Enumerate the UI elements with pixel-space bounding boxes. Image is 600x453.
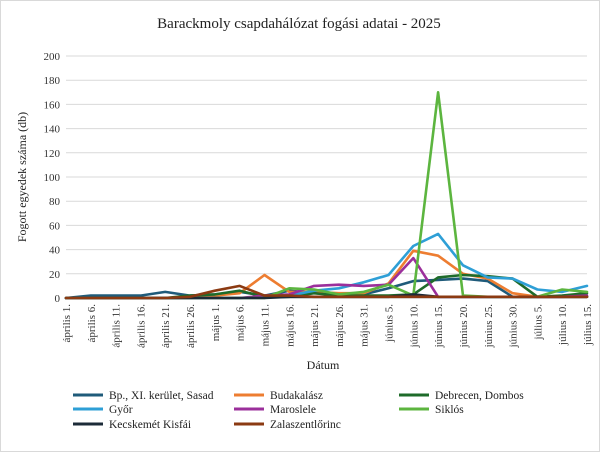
y-tick-label: 60 [49,220,61,232]
y-tick-label: 0 [55,293,61,305]
x-tick-label: április 16. [135,304,147,348]
x-tick-label: május 6. [235,304,247,342]
x-tick-label: április 11. [111,304,123,348]
y-tick-label: 120 [44,148,61,160]
x-tick-label: május 16. [284,304,296,347]
y-tick-label: 80 [49,196,61,208]
legend-label: Budakalász [270,390,323,402]
x-tick-label: július 10. [557,304,569,346]
x-tick-label: május 21. [309,304,321,347]
chart-title: Barackmoly csapdahálózat fogási adatai -… [157,16,441,32]
legend: Bp., XI. kerület, Sasad Budakalász Debrece… [73,390,524,431]
legend-label: Maroslele [270,404,316,416]
y-tick-label: 160 [44,99,61,111]
y-tick-label: 20 [49,269,61,281]
x-tick-label: június 30. [508,304,520,349]
legend-label: Debrecen, Dombos [435,390,524,402]
series-line [64,91,589,300]
x-tick-label: május 26. [334,304,346,347]
y-axis-ticks: 0 20 40 60 80 100 120 140 160 180 200 [44,51,61,305]
x-tick-label: május 11. [259,304,271,347]
legend-label: Bp., XI. kerület, Sasad [109,390,214,402]
y-tick-label: 200 [44,51,61,63]
legend-label: Győr [109,404,133,416]
x-tick-label: április 6. [86,304,98,343]
series-line [64,284,589,300]
x-tick-label: június 10. [408,304,420,349]
series-line [64,232,589,300]
x-tick-label: május 31. [359,304,371,347]
x-tick-label: július 15. [582,304,594,346]
x-tick-label: június 20. [458,304,470,349]
y-tick-label: 180 [44,75,61,87]
series-lines [64,91,589,300]
x-tick-label: június 25. [483,304,495,349]
x-tick-label: április 21. [160,304,172,348]
gridlines [66,55,587,275]
x-tick-label: április 26. [185,304,197,348]
x-tick-label: június 15. [433,304,445,349]
y-tick-label: 40 [49,245,61,257]
legend-label: Zalaszentlőrinc [270,419,341,431]
y-axis-title: Fogott egyedek száma (db) [15,112,29,242]
x-tick-label: június 5. [384,304,396,343]
y-tick-label: 100 [44,172,61,184]
x-tick-label: május 1. [210,304,222,342]
legend-label: Siklós [435,404,464,416]
y-tick-label: 140 [44,124,61,136]
x-axis-title: Dátum [307,358,340,372]
x-tick-label: július 5. [532,304,544,341]
x-axis-ticks: április 1. április 6. április 11. április 1… [61,304,594,349]
x-tick-label: április 1. [61,304,73,343]
legend-label: Kecskemét Kisfái [109,419,191,431]
